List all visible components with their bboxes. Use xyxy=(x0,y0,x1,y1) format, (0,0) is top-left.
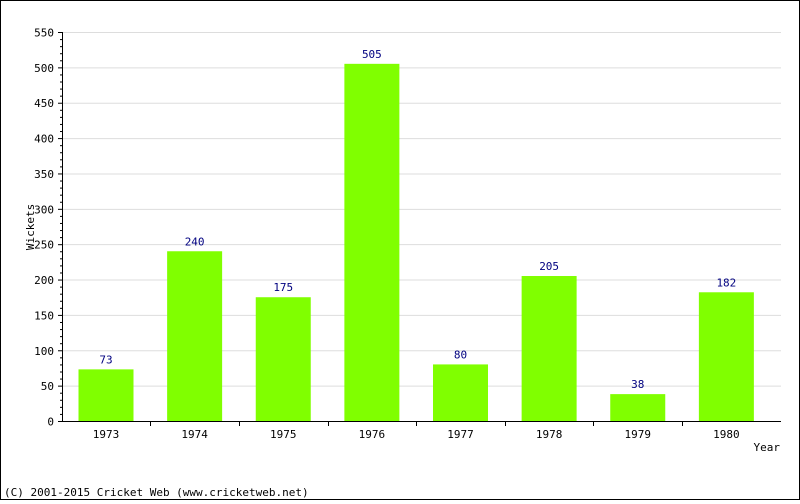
y-tick-label: 450 xyxy=(34,97,54,110)
x-tick-label: 1980 xyxy=(713,428,740,441)
data-label: 240 xyxy=(185,235,205,248)
x-tick-label: 1976 xyxy=(359,428,386,441)
x-tick-label: 1979 xyxy=(625,428,652,441)
y-tick-label: 50 xyxy=(41,380,54,393)
bar-1979 xyxy=(610,394,666,421)
bar-1973 xyxy=(78,369,134,421)
y-tick-label: 350 xyxy=(34,168,54,181)
y-axis-label: Wickets xyxy=(24,204,37,250)
bars xyxy=(78,63,754,422)
data-label: 175 xyxy=(273,281,293,294)
y-tick-label: 400 xyxy=(34,133,54,146)
bar-1976 xyxy=(344,63,400,422)
y-tick-label: 0 xyxy=(47,416,54,429)
tick-labels: 0 50 100 150 200 250 300 350 400 450 500 550 1973 197… xyxy=(34,27,740,442)
copyright-footer: (C) 2001-2015 Cricket Web (www.cricketwe… xyxy=(4,486,309,499)
axes xyxy=(58,32,781,426)
y-tick-label: 200 xyxy=(34,274,54,287)
data-label: 182 xyxy=(716,276,736,289)
y-tick-label: 250 xyxy=(34,239,54,252)
y-tick-label: 300 xyxy=(34,203,54,216)
x-tick-label: 1974 xyxy=(181,428,208,441)
data-labels: 73 240 175 505 80 205 38 182 xyxy=(99,48,736,391)
x-axis-label: Year xyxy=(754,441,781,454)
data-label: 38 xyxy=(631,378,644,391)
bar-1978 xyxy=(521,276,577,421)
data-label: 505 xyxy=(362,48,382,61)
y-tick-label: 500 xyxy=(34,62,54,75)
bar-1974 xyxy=(167,251,223,421)
x-tick-label: 1977 xyxy=(447,428,474,441)
x-tick-label: 1973 xyxy=(93,428,120,441)
y-tick-label: 150 xyxy=(34,309,54,322)
y-tick-label: 100 xyxy=(34,345,54,358)
data-label: 73 xyxy=(99,353,112,366)
bar-1980 xyxy=(698,292,754,421)
bar-1977 xyxy=(433,364,488,421)
x-tick-label: 1975 xyxy=(270,428,297,441)
bar-1975 xyxy=(255,297,311,421)
data-label: 205 xyxy=(539,260,559,273)
data-label: 80 xyxy=(454,348,467,361)
y-tick-label: 550 xyxy=(34,27,54,40)
x-tick-label: 1978 xyxy=(536,428,563,441)
